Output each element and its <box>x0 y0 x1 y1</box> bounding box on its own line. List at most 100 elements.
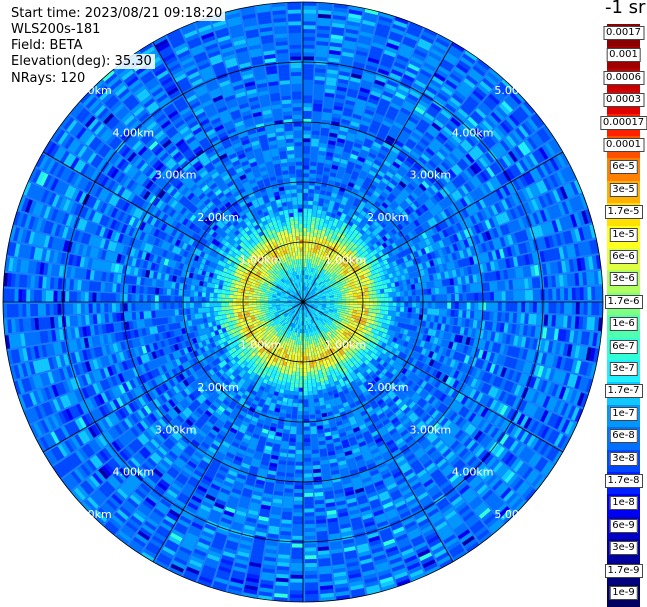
range-gate <box>389 382 396 390</box>
range-gate <box>304 531 316 536</box>
range-gate <box>381 368 388 375</box>
range-gate <box>316 315 320 320</box>
range-gate <box>158 310 164 318</box>
range-gate <box>237 308 242 313</box>
range-gate <box>493 312 498 321</box>
range-gate <box>431 409 440 419</box>
range-gate <box>431 308 436 315</box>
range-gate <box>468 475 480 487</box>
range-gate <box>312 308 317 312</box>
range-gate <box>377 322 383 327</box>
range-gate <box>293 508 303 513</box>
range-gate <box>396 306 401 312</box>
range-gate <box>444 385 452 395</box>
range-gate <box>322 305 327 307</box>
range-gate <box>444 340 450 348</box>
range-gate <box>104 313 110 323</box>
range-gate <box>509 440 519 452</box>
range-gate <box>283 393 289 399</box>
range-gate <box>359 314 365 318</box>
range-gate <box>290 382 295 388</box>
range-gate <box>304 543 316 548</box>
range-gate <box>369 320 375 325</box>
range-gate <box>368 370 375 377</box>
range-gate <box>508 395 517 407</box>
range-gate <box>413 395 422 403</box>
range-gate <box>591 302 596 316</box>
range-gate <box>350 317 355 322</box>
range-gate <box>387 390 395 398</box>
range-gate <box>516 462 528 475</box>
range-gate <box>426 315 431 322</box>
range-gate <box>437 381 445 391</box>
range-gate <box>248 296 253 300</box>
range-gate <box>419 438 429 447</box>
range-gate <box>432 360 439 369</box>
range-gate <box>380 375 388 382</box>
range-gate <box>559 357 567 370</box>
range-gate <box>209 302 214 307</box>
range-gate <box>489 497 502 510</box>
range-gate <box>433 337 439 345</box>
range-gate <box>151 287 156 295</box>
range-gate <box>338 302 342 304</box>
range-gate <box>33 303 39 317</box>
range-gate <box>426 431 436 441</box>
range-gate <box>421 426 430 435</box>
range-gate <box>486 516 499 528</box>
range-gate <box>22 304 27 317</box>
range-gate <box>186 302 191 309</box>
range-gate <box>294 489 303 494</box>
range-gate <box>441 347 448 356</box>
range-gate <box>298 348 301 353</box>
range-gate <box>311 375 316 380</box>
range-gate <box>417 346 424 354</box>
range-gate <box>357 343 363 349</box>
range-gate <box>325 322 330 327</box>
range-gate <box>353 302 358 305</box>
range-gate <box>418 354 425 362</box>
range-gate <box>438 372 446 381</box>
range-gate <box>306 303 311 306</box>
range-gate <box>523 417 533 430</box>
range-gate <box>425 416 434 426</box>
range-gate <box>335 328 340 334</box>
range-gate <box>350 351 356 357</box>
range-gate <box>306 356 310 361</box>
range-gate <box>386 329 393 335</box>
range-gate <box>291 559 303 564</box>
range-gate <box>408 302 413 307</box>
range-gate <box>162 310 168 317</box>
range-gate <box>92 303 97 314</box>
range-gate <box>399 415 408 423</box>
range-gate <box>362 328 368 334</box>
range-gate <box>548 368 556 381</box>
range-gate <box>492 401 502 412</box>
range-gate <box>337 342 343 348</box>
range-gate <box>423 382 431 391</box>
range-gate <box>496 417 506 429</box>
range-gate <box>402 317 408 324</box>
range-gate <box>310 371 315 376</box>
range-gate <box>454 429 464 440</box>
range-gate <box>292 402 298 408</box>
range-gate <box>116 283 121 293</box>
range-gate <box>304 566 318 572</box>
range-gate <box>476 339 483 349</box>
range-gate <box>511 370 519 382</box>
range-gate <box>570 374 578 388</box>
range-gate <box>513 384 522 396</box>
range-gate <box>298 399 303 404</box>
range-gate <box>431 452 442 462</box>
range-gate <box>330 328 335 333</box>
range-gate <box>174 296 179 302</box>
range-gate <box>483 423 493 434</box>
range-gate <box>435 353 442 362</box>
range-gate <box>186 290 191 297</box>
range-gate <box>72 303 78 315</box>
range-gate <box>520 313 525 324</box>
range-gate <box>305 590 319 595</box>
range-gate <box>558 386 567 400</box>
range-gate <box>337 303 342 306</box>
range-gate <box>292 535 303 540</box>
